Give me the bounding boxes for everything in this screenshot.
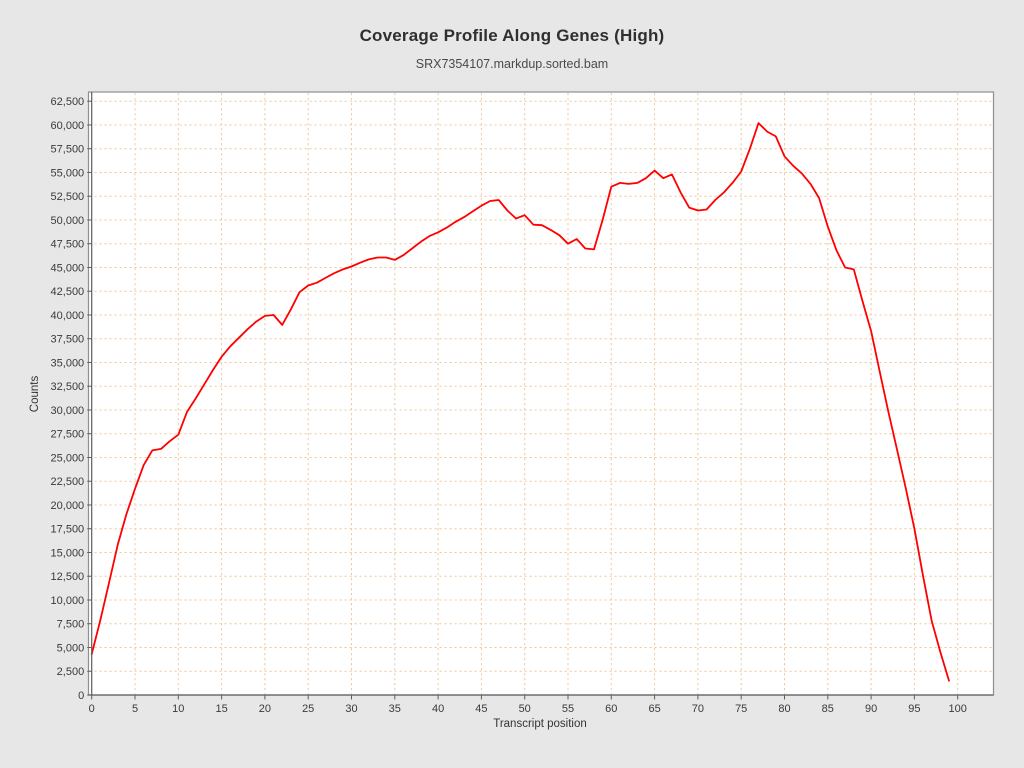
y-tick-labels: 0 2,500 5,000 7,500 10,000 12,500 15,000 17,500…	[51, 96, 92, 702]
y-tick-label: 62,500	[51, 96, 85, 108]
y-tick-label: 42,500	[51, 286, 85, 298]
x-tick-label: 20	[259, 703, 271, 715]
x-tick-label: 80	[778, 703, 790, 715]
y-tick-label: 10,000	[51, 595, 85, 607]
x-tick-label: 100	[949, 703, 967, 715]
y-tick-label: 15,000	[51, 547, 85, 559]
axes	[88, 92, 994, 696]
y-tick-label: 20,000	[51, 500, 85, 512]
y-tick-label: 32,500	[51, 381, 85, 393]
x-tick-label: 75	[735, 703, 747, 715]
y-tick-label: 35,000	[51, 357, 85, 369]
y-tick-label: 60,000	[51, 120, 85, 132]
y-tick-label: 47,500	[51, 239, 85, 251]
y-tick-label: 12,500	[51, 571, 85, 583]
x-tick-label: 15	[215, 703, 227, 715]
x-tick-label: 55	[562, 703, 574, 715]
x-tick-label: 65	[648, 703, 660, 715]
x-tick-label: 30	[345, 703, 357, 715]
plot-area	[87, 91, 995, 696]
y-tick-label: 17,500	[51, 524, 85, 536]
y-tick-label: 40,000	[51, 310, 85, 322]
x-tick-label: 70	[692, 703, 704, 715]
y-tick-label: 55,000	[51, 167, 85, 179]
y-axis-title: Counts	[29, 376, 41, 413]
y-tick-label: 25,000	[51, 452, 85, 464]
coverage-series-line	[90, 122, 950, 682]
x-tick-labels: 0 5 10 15 20 25 30 35 40 45 50 55 60 65 70 75 80 85 90 95 10…	[89, 695, 967, 715]
x-tick-label: 10	[172, 703, 184, 715]
y-tick-label: 50,000	[51, 215, 85, 227]
chart-root: 0 2,500 5,000 7,500 10,000 12,500 15,000 17,500…	[51, 91, 995, 715]
y-tick-label: 22,500	[51, 476, 85, 488]
x-tick-label: 5	[132, 703, 138, 715]
y-tick-label: 5,000	[57, 642, 85, 654]
x-tick-label: 95	[908, 703, 920, 715]
y-tick-label: 57,500	[51, 144, 85, 156]
y-tick-label: 0	[78, 690, 84, 702]
x-tick-label: 40	[432, 703, 444, 715]
y-tick-label: 30,000	[51, 405, 85, 417]
x-tick-label: 25	[302, 703, 314, 715]
x-axis-title: Transcript position	[493, 718, 587, 730]
y-tick-label: 52,500	[51, 191, 85, 203]
x-tick-label: 0	[89, 703, 95, 715]
y-tick-label: 7,500	[57, 619, 85, 631]
x-tick-label: 35	[389, 703, 401, 715]
x-tick-label: 60	[605, 703, 617, 715]
y-tick-label: 27,500	[51, 429, 85, 441]
x-gridlines	[91, 93, 959, 694]
y-tick-label: 45,000	[51, 262, 85, 274]
chart-title: Coverage Profile Along Genes (High)	[359, 26, 665, 45]
x-tick-label: 50	[519, 703, 531, 715]
chart-subtitle: SRX7354107.markdup.sorted.bam	[415, 57, 609, 71]
x-tick-label: 45	[475, 703, 487, 715]
x-tick-label: 85	[822, 703, 834, 715]
y-tick-label: 2,500	[57, 666, 85, 678]
y-tick-label: 37,500	[51, 334, 85, 346]
x-tick-label: 90	[865, 703, 877, 715]
